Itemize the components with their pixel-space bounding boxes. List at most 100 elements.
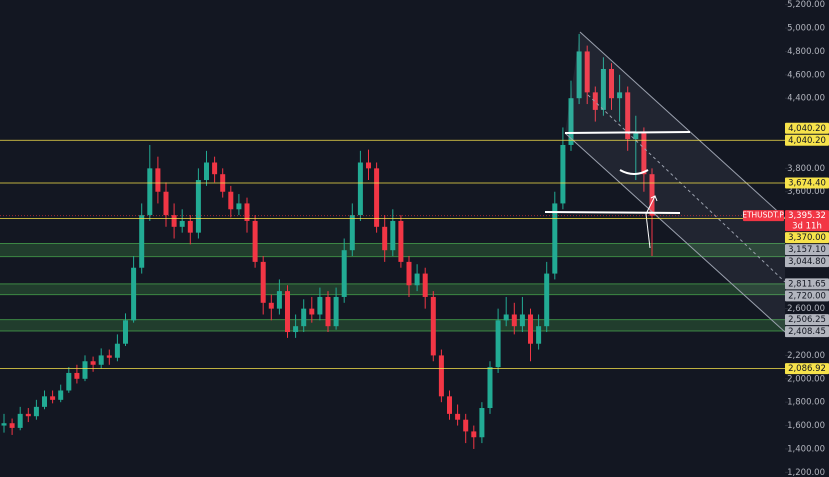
candle-body (560, 144, 566, 204)
price-label: 3,370.00 (788, 233, 826, 243)
symbol-label: ETHUSDT.P (742, 211, 784, 220)
price-label: 3,395.32 (788, 211, 826, 221)
candle-body (236, 203, 242, 210)
zone (0, 283, 785, 295)
candle-body (366, 162, 371, 169)
price-label-box (785, 363, 829, 375)
candle-body (309, 308, 315, 315)
y-tick-label: 2,600.00 (787, 304, 825, 314)
candle-body (285, 291, 290, 333)
candle-body (325, 296, 331, 327)
marker-curve (619, 169, 649, 175)
candle-body (463, 419, 469, 432)
candle-body (584, 51, 590, 93)
candle-body (414, 273, 420, 286)
levels (0, 139, 785, 370)
candle-body (90, 361, 96, 365)
candle-body (511, 314, 517, 327)
candle-body (187, 220, 193, 233)
candle-body (276, 291, 282, 309)
candle-body (349, 215, 355, 251)
price-label: 3,157.10 (788, 245, 826, 255)
candle-body (25, 413, 31, 417)
candle-body (398, 220, 404, 262)
candle-body (98, 355, 104, 365)
price-label: 2,720.00 (788, 291, 826, 301)
price-label-box (785, 290, 829, 302)
candle-body (147, 168, 153, 216)
y-tick-label: 1,800.00 (787, 398, 825, 408)
candle-body (139, 215, 145, 268)
candle-body (82, 361, 88, 379)
y-tick-label: 3,800.00 (787, 164, 825, 174)
candle-body (155, 168, 161, 192)
candle-body (17, 413, 23, 428)
y-tick-label: 2,200.00 (787, 351, 825, 361)
channel-lower (564, 132, 786, 333)
y-tick-label: 5,000.00 (787, 24, 825, 34)
candle-body (293, 326, 299, 333)
price-label-box (785, 256, 829, 268)
candle-body (568, 98, 574, 145)
countdown-label: 3d 11h (792, 222, 822, 232)
y-tick-label: 2,000.00 (787, 374, 825, 384)
candle-body (576, 51, 582, 99)
price-label-box (785, 244, 829, 256)
candle-body (374, 168, 380, 227)
candle-body (114, 343, 120, 358)
candle-body (430, 296, 436, 356)
candle-body (455, 413, 461, 420)
price-label: 4,040.20 (788, 124, 826, 134)
candle-body (592, 92, 598, 110)
candle-body (204, 162, 209, 181)
candle-body (609, 68, 614, 99)
candle-body (171, 215, 177, 227)
channel-upper (579, 31, 786, 219)
price-label: 2,408.45 (788, 327, 826, 337)
candle-body (106, 355, 112, 358)
candle-body (50, 396, 56, 400)
y-tick-label: 3,600.00 (787, 187, 825, 197)
y-tick-label: 1,400.00 (787, 444, 825, 454)
candle-body (544, 273, 550, 327)
candle-body (163, 191, 169, 216)
candle-body (123, 320, 128, 344)
candle-body (625, 92, 631, 140)
zone (0, 319, 785, 332)
candle-body (131, 267, 137, 321)
candle-body (422, 273, 428, 297)
candle-body (406, 261, 412, 286)
price-label: 4,040.20 (788, 136, 826, 146)
price-label-box (785, 232, 829, 244)
candle-body (1, 423, 7, 426)
candle-body (333, 296, 339, 327)
y-tick-label: 1,200.00 (787, 468, 825, 477)
price-axis: 5,200.00 5,000.00 4,800.00 4,600.00 4,400.00… (785, 0, 825, 477)
candle-body (268, 302, 274, 309)
candle-body (42, 396, 47, 407)
candle-body (479, 408, 485, 438)
candle-body (260, 261, 266, 303)
candle-body (552, 203, 558, 274)
candle-body (641, 133, 647, 175)
price-label: 2,086.92 (788, 364, 826, 374)
candle-body (74, 372, 80, 379)
y-tick-label: 4,800.00 (787, 47, 825, 57)
candle-body (390, 220, 396, 251)
channel-fill (565, 32, 785, 332)
price-label: 2,811.65 (788, 279, 826, 289)
candle-body (212, 162, 218, 175)
price-label-box (785, 326, 829, 338)
price-label-box (785, 314, 829, 326)
candle-body (649, 174, 655, 216)
candle-body (228, 191, 234, 210)
price-label-box (785, 177, 829, 189)
arrow-down (645, 213, 651, 249)
price-label-box (785, 122, 829, 134)
candle-body (301, 308, 307, 327)
price-label: 3,044.80 (788, 257, 826, 267)
candle-body (495, 320, 501, 368)
price-label-box (785, 278, 829, 290)
